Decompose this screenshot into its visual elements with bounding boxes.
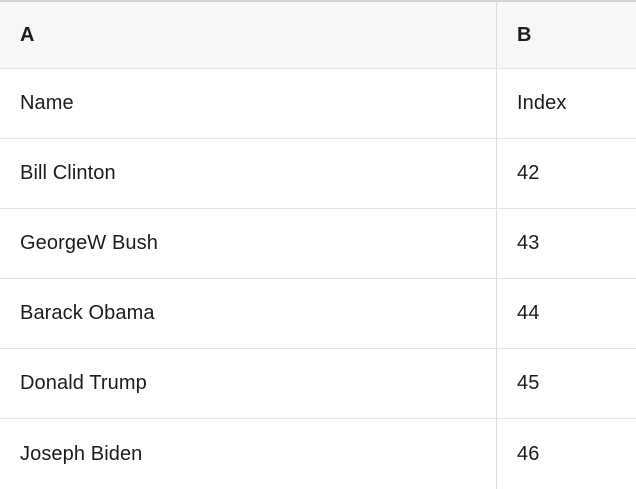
cell-b6[interactable]: 46 [497, 419, 636, 489]
cell-text: Bill Clinton [20, 162, 116, 184]
cell-text: 44 [517, 302, 540, 324]
cell-a1[interactable]: Name [0, 69, 497, 138]
table-row: Donald Trump 45 [0, 349, 636, 419]
cell-text: GeorgeW Bush [20, 232, 158, 254]
column-header-a-label: A [20, 23, 35, 46]
cell-b4[interactable]: 44 [497, 279, 636, 348]
column-header-b-label: B [517, 23, 532, 46]
column-header-b[interactable]: B [497, 2, 636, 68]
cell-a5[interactable]: Donald Trump [0, 349, 497, 418]
cell-text: 43 [517, 232, 540, 254]
cell-text: 46 [517, 442, 540, 465]
cell-a6[interactable]: Joseph Biden [0, 419, 497, 489]
cell-a2[interactable]: Bill Clinton [0, 139, 497, 208]
cell-b5[interactable]: 45 [497, 349, 636, 418]
cell-text: Barack Obama [20, 302, 155, 324]
table-row: Joseph Biden 46 [0, 419, 636, 489]
table-header-row: A B [0, 2, 636, 69]
cell-b1[interactable]: Index [497, 69, 636, 138]
cell-text: Joseph Biden [20, 442, 143, 465]
cell-b2[interactable]: 42 [497, 139, 636, 208]
cell-text: Name [20, 92, 74, 114]
table-row: Bill Clinton 42 [0, 139, 636, 209]
cell-a4[interactable]: Barack Obama [0, 279, 497, 348]
cell-text: Donald Trump [20, 372, 147, 394]
cell-text: 45 [517, 372, 540, 394]
table-row: GeorgeW Bush 43 [0, 209, 636, 279]
table-row: Barack Obama 44 [0, 279, 636, 349]
table-row: Name Index [0, 69, 636, 139]
column-header-a[interactable]: A [0, 2, 497, 68]
cell-a3[interactable]: GeorgeW Bush [0, 209, 497, 278]
cell-b3[interactable]: 43 [497, 209, 636, 278]
cell-text: 42 [517, 162, 540, 184]
cell-text: Index [517, 92, 567, 114]
